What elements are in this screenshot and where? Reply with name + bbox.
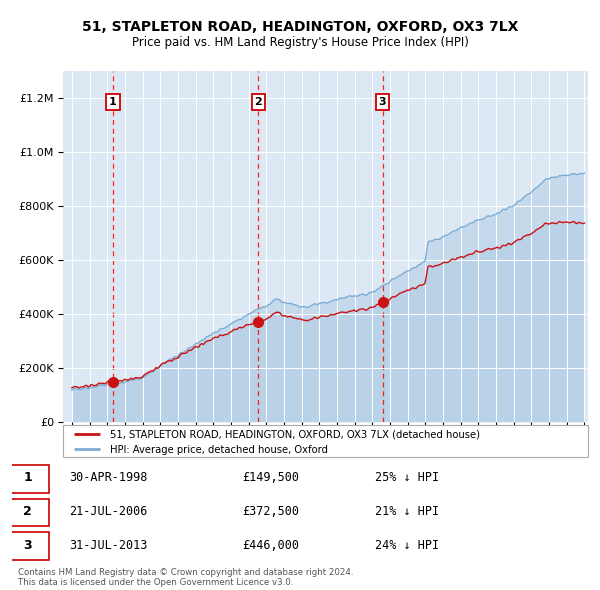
Text: £446,000: £446,000	[242, 539, 299, 552]
Text: 24% ↓ HPI: 24% ↓ HPI	[375, 539, 439, 552]
Text: This data is licensed under the Open Government Licence v3.0.: This data is licensed under the Open Gov…	[18, 578, 293, 588]
Text: 25% ↓ HPI: 25% ↓ HPI	[375, 471, 439, 484]
Text: 1: 1	[23, 471, 32, 484]
FancyBboxPatch shape	[6, 532, 49, 560]
Text: 31-JUL-2013: 31-JUL-2013	[70, 539, 148, 552]
FancyBboxPatch shape	[63, 425, 588, 457]
Text: 51, STAPLETON ROAD, HEADINGTON, OXFORD, OX3 7LX (detached house): 51, STAPLETON ROAD, HEADINGTON, OXFORD, …	[110, 430, 480, 440]
Text: 3: 3	[379, 97, 386, 107]
Text: Contains HM Land Registry data © Crown copyright and database right 2024.: Contains HM Land Registry data © Crown c…	[18, 568, 353, 577]
Text: 1: 1	[109, 97, 117, 107]
Text: £372,500: £372,500	[242, 505, 299, 518]
FancyBboxPatch shape	[6, 465, 49, 493]
Text: £149,500: £149,500	[242, 471, 299, 484]
FancyBboxPatch shape	[6, 499, 49, 526]
Text: 21% ↓ HPI: 21% ↓ HPI	[375, 505, 439, 518]
Text: 3: 3	[23, 539, 32, 552]
Text: HPI: Average price, detached house, Oxford: HPI: Average price, detached house, Oxfo…	[110, 445, 328, 455]
Text: 2: 2	[23, 505, 32, 518]
Text: Price paid vs. HM Land Registry's House Price Index (HPI): Price paid vs. HM Land Registry's House …	[131, 36, 469, 49]
Text: 21-JUL-2006: 21-JUL-2006	[70, 505, 148, 518]
Text: 30-APR-1998: 30-APR-1998	[70, 471, 148, 484]
Text: 2: 2	[254, 97, 262, 107]
Text: 51, STAPLETON ROAD, HEADINGTON, OXFORD, OX3 7LX: 51, STAPLETON ROAD, HEADINGTON, OXFORD, …	[82, 19, 518, 34]
